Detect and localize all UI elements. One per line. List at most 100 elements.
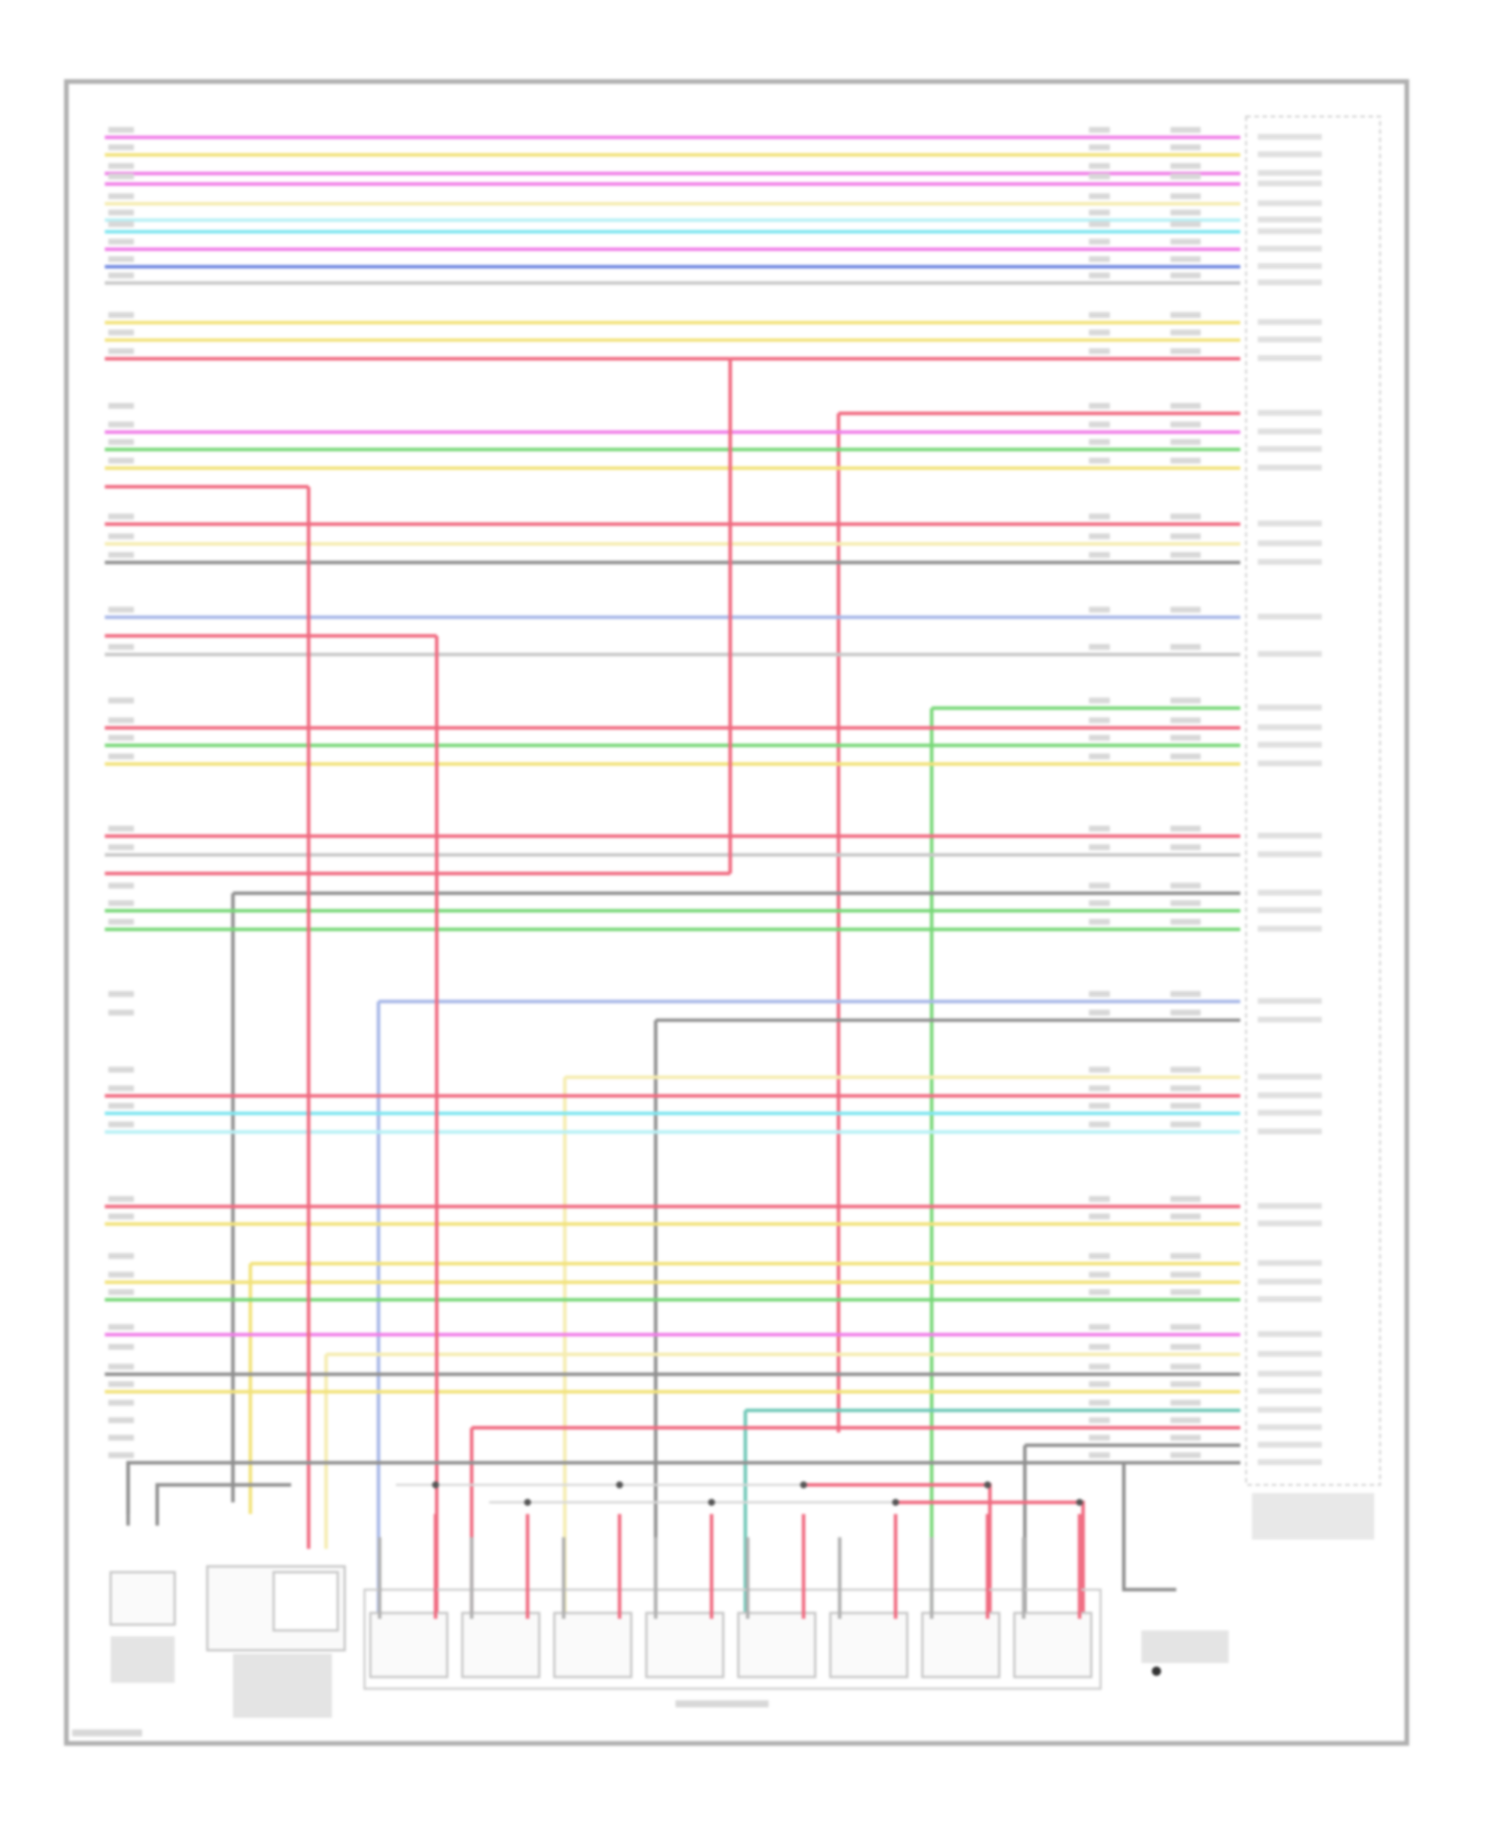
wire-label	[1088, 1343, 1110, 1350]
wire-label	[1170, 882, 1201, 889]
wire-label	[1088, 697, 1110, 704]
wire-label	[1088, 1452, 1110, 1459]
pin-label	[1257, 170, 1322, 176]
wire-label	[108, 717, 134, 724]
wire-label	[1170, 163, 1201, 169]
pin-label	[1257, 1406, 1322, 1413]
wire-label	[1088, 348, 1110, 355]
wire-label	[108, 1289, 134, 1296]
wire-label	[1170, 329, 1201, 336]
wire-label	[1088, 312, 1110, 318]
wire-label	[1088, 144, 1110, 151]
pin-label	[1257, 741, 1322, 748]
wire-label	[1088, 1434, 1110, 1441]
wire-label	[108, 402, 134, 409]
wire-label	[1088, 126, 1110, 133]
pin-label	[1257, 832, 1322, 839]
wire-label	[1170, 1381, 1201, 1388]
pin-label	[1257, 1388, 1322, 1395]
wire-label	[1170, 825, 1201, 832]
wire-label	[1088, 734, 1110, 741]
wire-label	[1088, 1009, 1110, 1016]
wire-label	[1088, 918, 1110, 925]
control-module-connector	[1245, 115, 1381, 1486]
pin-label	[1257, 1296, 1322, 1303]
pin-label	[1257, 559, 1322, 565]
wire-label	[108, 144, 134, 151]
wire-label	[1088, 1381, 1110, 1388]
wire-label	[1170, 1434, 1201, 1441]
pin-label	[1257, 1109, 1322, 1116]
pin-label	[1257, 319, 1322, 325]
wire-label	[1170, 1121, 1201, 1128]
wire-label	[108, 457, 134, 464]
wire-label	[108, 439, 134, 445]
wire-label	[108, 1343, 134, 1350]
wire-label	[108, 825, 134, 832]
wire-label	[108, 1066, 134, 1073]
injectors-label	[675, 1700, 769, 1708]
wire-label	[108, 1009, 134, 1016]
wire-label	[1088, 753, 1110, 760]
wire-label	[108, 1085, 134, 1092]
wire-label	[1170, 126, 1201, 133]
pin-label	[1257, 998, 1322, 1004]
pin-label	[1257, 180, 1322, 187]
fuel-injector	[553, 1611, 633, 1679]
wire-label	[108, 209, 134, 216]
wire-label	[1170, 256, 1201, 263]
wire-label	[1088, 552, 1110, 558]
wire-label	[1088, 1399, 1110, 1406]
wire-label	[1088, 173, 1110, 180]
wire-label	[1170, 173, 1201, 180]
wire-label	[108, 552, 134, 558]
pin-label	[1257, 1128, 1322, 1135]
wire-label	[108, 329, 134, 336]
wire-label	[108, 193, 134, 200]
wire-label	[1170, 1085, 1201, 1092]
fuel-injector	[461, 1611, 541, 1679]
wire-label	[1170, 312, 1201, 318]
wire-label	[108, 753, 134, 760]
pin-label	[1257, 1459, 1322, 1466]
wire-label	[108, 1121, 134, 1128]
pin-label	[1257, 851, 1322, 858]
ground-label	[1141, 1630, 1229, 1664]
pin-label	[1257, 724, 1322, 731]
wire-label	[1088, 1363, 1110, 1370]
wire-label	[108, 1253, 134, 1259]
fuel-injector	[1013, 1611, 1093, 1679]
wire-label	[1088, 439, 1110, 445]
wire-label	[1088, 209, 1110, 216]
footer-label	[72, 1729, 143, 1737]
wire-label	[1088, 221, 1110, 228]
wire-label	[1170, 144, 1201, 151]
wire-label	[1170, 918, 1201, 925]
wire-label	[108, 900, 134, 907]
pin-label	[1257, 1278, 1322, 1285]
wire-label	[108, 312, 134, 318]
wire-label	[1088, 1121, 1110, 1128]
sensor-label	[232, 1653, 332, 1718]
pin-label	[1257, 520, 1322, 527]
wire-label	[1170, 209, 1201, 216]
wire-label	[1170, 1102, 1201, 1109]
sensor-inner	[272, 1571, 339, 1632]
wire-label	[1170, 552, 1201, 558]
wire-label	[1088, 193, 1110, 200]
wire-label	[1088, 1213, 1110, 1220]
wire-label	[108, 256, 134, 263]
sensor-bus	[155, 1483, 292, 1526]
pin-label	[1257, 1424, 1322, 1431]
wire-label	[108, 421, 134, 428]
wire-label	[1088, 900, 1110, 907]
wire-label	[1170, 193, 1201, 200]
ground-bus	[1122, 1462, 1177, 1592]
splice-dot	[616, 1481, 624, 1489]
wire-label	[1088, 606, 1110, 613]
wire-label	[1170, 221, 1201, 228]
pin-label	[1257, 263, 1322, 270]
wire-label	[1170, 1271, 1201, 1278]
wire-label	[1170, 697, 1201, 704]
wire-label	[108, 1452, 134, 1459]
